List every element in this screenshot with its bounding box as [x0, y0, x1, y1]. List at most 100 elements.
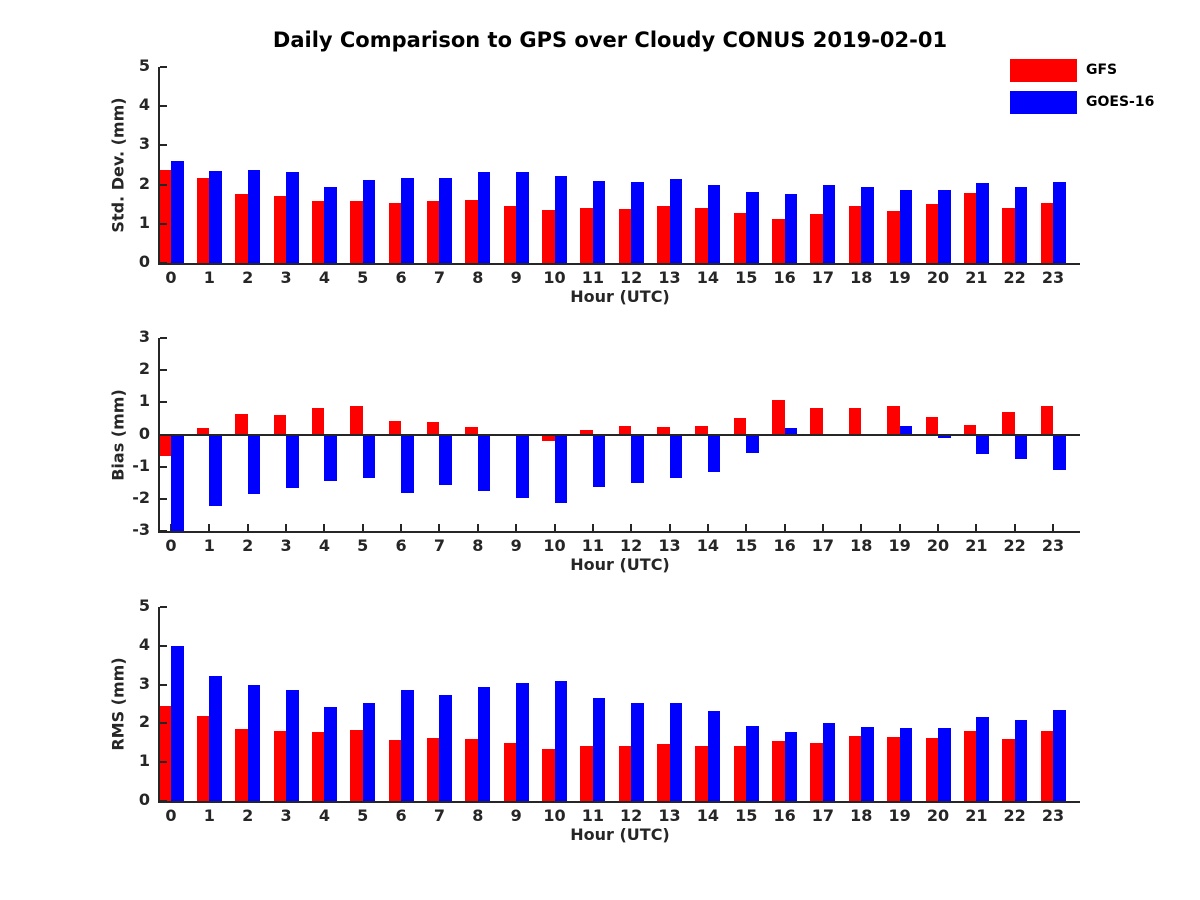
- x-tick-label: 16: [773, 806, 796, 825]
- bar-gfs-hour-3: [273, 730, 287, 801]
- x-tick-label: 12: [620, 268, 643, 287]
- x-tick-label: 6: [395, 536, 407, 555]
- bar-gfs-hour-6: [388, 739, 402, 801]
- bar-gfs-hour-2: [235, 194, 248, 263]
- bar-gfs-hour-1: [196, 716, 210, 801]
- bar-goes16-hour-5: [362, 703, 376, 801]
- bar-goes16-hour-7: [439, 177, 452, 263]
- bar-gfs-hour-12: [618, 745, 632, 801]
- bar-goes16-hour-20: [938, 727, 951, 801]
- x-tick-label: 6: [395, 268, 407, 287]
- bar-gfs-hour-23: [1040, 406, 1054, 435]
- bar-goes16-hour-1: [209, 676, 222, 801]
- y-tick: [160, 105, 167, 108]
- bar-gfs-hour-16: [772, 400, 785, 435]
- x-tick-label: 9: [510, 268, 522, 287]
- bar-goes16-hour-23: [1053, 434, 1066, 470]
- y-tick: [160, 497, 167, 500]
- gfs-color-swatch: [1010, 59, 1077, 82]
- bar-goes16-hour-9: [516, 434, 529, 499]
- bar-gfs-hour-3: [273, 196, 287, 263]
- y-tick: [160, 369, 167, 372]
- bar-goes16-hour-4: [324, 186, 337, 263]
- legend: GFS GOES-16: [1010, 59, 1154, 123]
- x-tick: [246, 524, 249, 531]
- bar-gfs-hour-6: [388, 203, 402, 263]
- bar-goes16-hour-13: [669, 703, 683, 801]
- x-tick-label: 21: [965, 536, 988, 555]
- bar-goes16-hour-1: [209, 434, 222, 507]
- x-tick-label: 12: [620, 536, 643, 555]
- x-tick-label: 23: [1041, 806, 1065, 825]
- bar-goes16-hour-2: [247, 170, 261, 263]
- bar-goes16-hour-6: [401, 177, 414, 263]
- bar-goes16-hour-19: [899, 190, 913, 263]
- x-tick: [1052, 524, 1055, 531]
- bar-goes16-hour-2: [247, 684, 261, 801]
- x-tick-label: 3: [280, 806, 292, 825]
- x-tick-label: 4: [318, 268, 330, 287]
- x-tick-label: 19: [888, 806, 911, 825]
- bar-gfs-hour-7: [426, 201, 440, 263]
- x-tick-label: 10: [543, 536, 566, 555]
- bar-goes16-hour-21: [976, 183, 989, 263]
- bar-gfs-hour-4: [311, 201, 325, 263]
- x-axis-title: Hour (UTC): [570, 555, 670, 574]
- bar-gfs-hour-11: [580, 745, 593, 801]
- bar-goes16-hour-4: [324, 434, 337, 482]
- bar-goes16-hour-8: [477, 686, 491, 801]
- bar-goes16-hour-12: [631, 702, 644, 801]
- x-tick-label: 3: [280, 536, 292, 555]
- bar-goes16-hour-11: [592, 434, 606, 487]
- y-tick-label: 1: [138, 212, 150, 232]
- bar-goes16-hour-21: [976, 717, 989, 801]
- bar-gfs-hour-11: [580, 208, 593, 263]
- y-tick-label: 4: [138, 634, 150, 654]
- y-tick: [160, 262, 167, 264]
- bar-gfs-hour-0: [158, 705, 171, 801]
- x-tick-label: 17: [811, 268, 835, 287]
- x-tick-label: 14: [696, 536, 720, 555]
- bar-goes16-hour-15: [746, 726, 759, 801]
- y-tick-label: 3: [138, 673, 150, 693]
- bar-goes16-hour-23: [1053, 182, 1066, 263]
- y-tick-label: 1: [138, 391, 150, 411]
- y-tick-label: 5: [138, 56, 150, 75]
- y-tick: [160, 183, 167, 186]
- x-tick-label: 21: [965, 806, 988, 825]
- bar-gfs-hour-19: [887, 405, 900, 435]
- y-tick-label: 2: [138, 359, 150, 379]
- x-tick-label: 23: [1041, 268, 1065, 287]
- x-tick-label: 20: [926, 268, 950, 287]
- x-tick-label: 20: [926, 536, 950, 555]
- x-tick-label: 23: [1041, 536, 1065, 555]
- bar-gfs-hour-15: [733, 212, 747, 263]
- bar-gfs-hour-12: [618, 208, 632, 263]
- y-tick: [160, 465, 167, 468]
- x-axis-title: Hour (UTC): [570, 287, 670, 306]
- x-tick-label: 8: [472, 806, 484, 825]
- x-tick-label: 2: [242, 268, 254, 287]
- bar-gfs-hour-1: [196, 177, 210, 263]
- x-tick-label: 22: [1003, 268, 1026, 287]
- x-tick-label: 7: [433, 536, 445, 555]
- x-tick-label: 5: [357, 806, 369, 825]
- y-tick-label: -1: [132, 455, 150, 475]
- y-axis-line: [158, 67, 160, 263]
- x-axis-title: Hour (UTC): [570, 825, 670, 844]
- x-tick: [783, 524, 786, 531]
- x-tick-label: 5: [357, 268, 369, 287]
- bar-goes16-hour-19: [899, 426, 913, 435]
- bar-goes16-hour-8: [477, 171, 491, 263]
- bar-goes16-hour-14: [707, 184, 721, 263]
- x-tick-label: 10: [543, 806, 566, 825]
- bar-goes16-hour-16: [784, 732, 798, 801]
- x-tick-label: 14: [696, 268, 720, 287]
- bar-gfs-hour-13: [657, 743, 670, 801]
- x-tick-label: 7: [433, 268, 445, 287]
- rms-y-axis-label: RMS (mm): [108, 657, 128, 751]
- bar-gfs-hour-6: [388, 420, 402, 435]
- x-tick-label: 1: [203, 806, 215, 825]
- bar-goes16-hour-12: [631, 434, 644, 484]
